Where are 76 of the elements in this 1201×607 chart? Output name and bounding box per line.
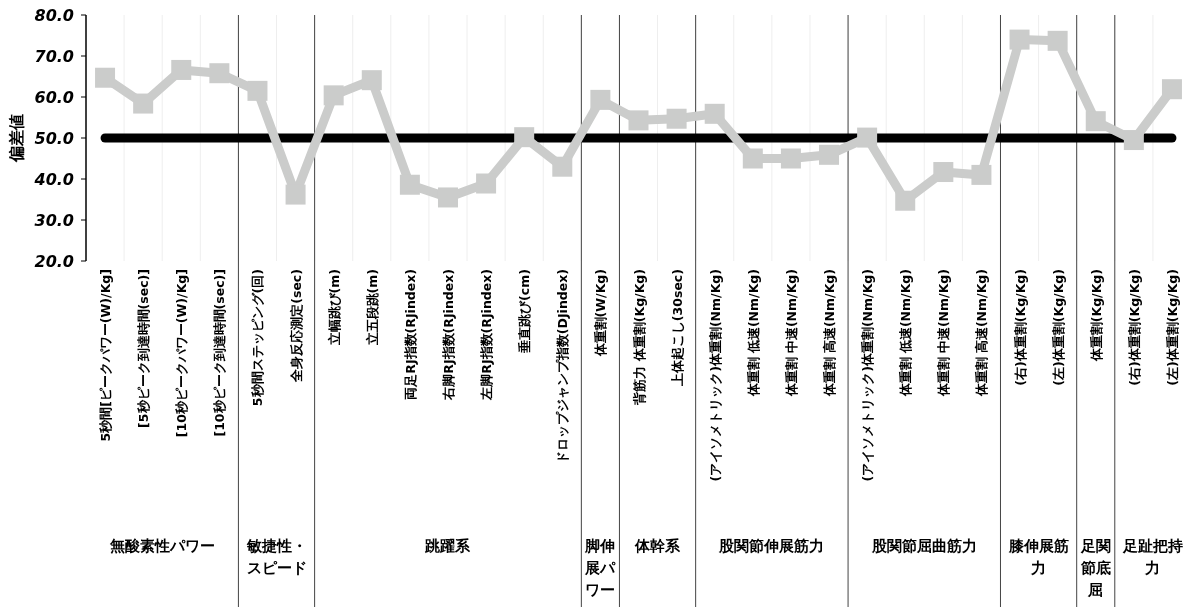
x-tick-label: ドロップジャンプ指数(DJindex) <box>555 269 571 465</box>
y-tick-label: 80.0 <box>34 6 74 25</box>
text: 足関節底屈 <box>1079 537 1111 599</box>
x-tick-label: 右脚RJ指数(RJindex) <box>440 269 456 401</box>
point <box>666 108 687 129</box>
point <box>95 67 116 88</box>
point <box>247 80 268 101</box>
point <box>780 148 801 169</box>
x-tick-label: 両足RJ指数(RJindex) <box>402 269 418 400</box>
point <box>437 187 458 208</box>
x-tick-label: 全身反応測定(sec) <box>288 269 304 383</box>
x-tick-label: (左)体重割(Kg/Kg) <box>1164 269 1180 386</box>
y-tick-label: 40.0 <box>33 170 74 189</box>
x-tick-label: (アイソメトリック)体重割(Nm/Kg) <box>707 269 723 482</box>
x-tick-label: 体重割 高速(Nm/Kg) <box>974 269 990 398</box>
point <box>742 148 763 169</box>
point <box>514 127 535 148</box>
point <box>552 156 573 177</box>
x-tick-label: 体重割 中速(Nm/Kg) <box>936 269 952 398</box>
point <box>857 127 878 148</box>
point <box>133 93 154 114</box>
text: 跳躍系 <box>424 537 472 555</box>
point <box>628 110 649 131</box>
y-tick-label: 50.0 <box>34 129 74 148</box>
x-tick-label: (右)体重割(Kg/Kg) <box>1012 269 1028 386</box>
point <box>1161 79 1182 100</box>
x-tick-label: [5秒ピーク到達時間(sec)] <box>136 269 152 428</box>
point <box>971 164 992 185</box>
text: 足趾把持力 <box>1121 537 1183 577</box>
point <box>361 70 382 91</box>
point <box>895 190 916 211</box>
y-tick-label: 60.0 <box>34 88 74 107</box>
x-tick-label: 体重割 中速(Nm/Kg) <box>783 269 799 398</box>
y-tick-label: 70.0 <box>34 47 74 66</box>
x-tick-label: 体重割 高速(Nm/Kg) <box>822 269 838 398</box>
x-tick-label: [10秒ピークパワー(W)/Kg] <box>174 269 190 438</box>
x-tick-label: (アイソメトリック)体重割(Nm/Kg) <box>860 269 876 482</box>
point <box>819 144 840 165</box>
point <box>285 184 306 205</box>
text: 膝伸展筋力 <box>1007 537 1069 577</box>
point <box>1123 130 1144 151</box>
x-tick-label: (左)体重割(Kg/Kg) <box>1050 269 1066 386</box>
point <box>476 173 497 194</box>
x-tick-label: 5秒間ステッピング(回) <box>250 269 266 407</box>
x-tick-label: 5秒間[ピークパワー(W)/Kg] <box>98 269 114 442</box>
x-tick-label: 背筋力 体重割(Kg/Kg) <box>631 269 647 406</box>
x-tick-label: 体重割(W/Kg) <box>593 269 609 358</box>
point <box>171 59 192 80</box>
x-tick-label: 左脚RJ指数(RJindex) <box>479 269 495 401</box>
text: 無酸素性パワー <box>108 537 215 555</box>
text: 股関節伸展筋力 <box>718 537 825 555</box>
text: 股関節屈曲筋力 <box>870 537 977 555</box>
point <box>933 162 954 183</box>
x-tick-label: (右)体重割(Kg/Kg) <box>1126 269 1142 386</box>
x-tick-label: 体重割(Kg/Kg) <box>1088 269 1104 363</box>
y-tick-label: 30.0 <box>34 211 74 230</box>
point <box>704 103 725 124</box>
text: 脚伸展パワー <box>584 537 617 599</box>
point <box>1085 111 1106 132</box>
point <box>209 63 230 84</box>
x-tick-label: [10秒ピーク到達時間(sec)] <box>212 269 228 437</box>
point <box>590 89 611 110</box>
y-axis-title: 偏差値 <box>7 114 26 163</box>
point <box>1047 30 1068 51</box>
x-tick-label: 体重割 低速(Nm/Kg) <box>898 269 914 398</box>
x-tick-label: 体重割 低速(Nm/Kg) <box>745 269 761 398</box>
x-tick-label: 立五段跳(m) <box>364 269 380 347</box>
text: 敏捷性・スピード <box>245 537 307 577</box>
y-tick-label: 20.0 <box>34 252 74 271</box>
x-tick-label: 立幅跳び(m) <box>326 269 342 347</box>
x-tick-label: 上体起こし(30sec) <box>669 269 685 388</box>
point <box>1009 29 1030 50</box>
text: 体幹系 <box>634 537 682 555</box>
point <box>399 174 420 195</box>
point <box>323 85 344 106</box>
x-tick-label: 垂直跳び(cm) <box>517 269 533 354</box>
